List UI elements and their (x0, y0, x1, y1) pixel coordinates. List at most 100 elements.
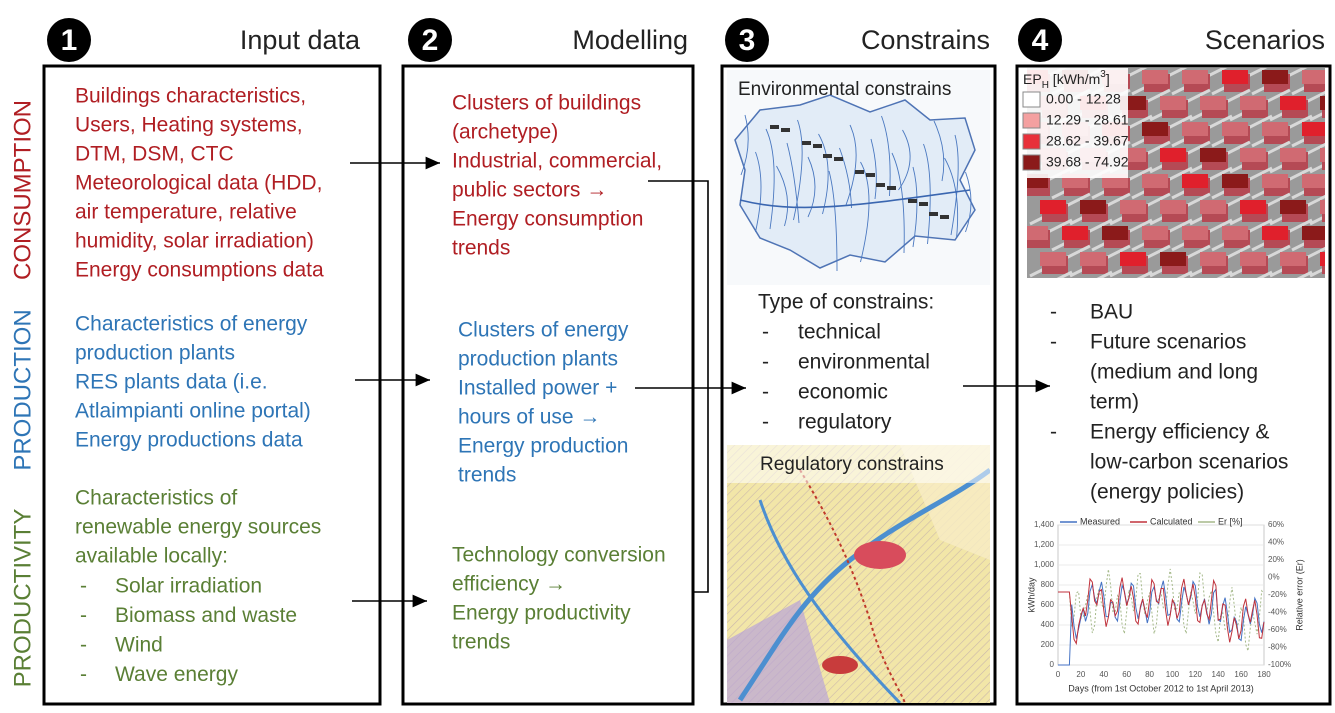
street (1309, 162, 1325, 174)
label: air temperature, relative (75, 201, 297, 224)
legend-swatch (1022, 91, 1041, 108)
town (802, 141, 811, 145)
map-group (727, 445, 990, 703)
label: Installed power + (458, 377, 617, 400)
label: 39.68 - 74.92 (1046, 154, 1129, 170)
label: BAU (1090, 301, 1133, 324)
river (807, 156, 816, 218)
label: technical (798, 321, 881, 344)
building (1160, 148, 1186, 162)
label: Energy consumptions data (75, 259, 324, 282)
label: trends (452, 237, 510, 260)
label: Energy production (458, 435, 628, 458)
river (737, 467, 990, 702)
building (1182, 226, 1208, 240)
label: Meteorological data (HDD, (75, 172, 322, 195)
label: Constrains (861, 25, 990, 55)
label: - (762, 411, 769, 434)
label: 200 (1041, 640, 1055, 649)
building (1302, 226, 1325, 240)
legend-swatch (1022, 133, 1041, 150)
building (1200, 148, 1226, 162)
river (739, 189, 971, 209)
label: term) (1090, 391, 1139, 414)
label: -80% (1268, 643, 1287, 652)
building (1280, 252, 1306, 266)
building (1320, 96, 1325, 110)
building (1262, 278, 1288, 292)
label: (archetype) (452, 121, 558, 144)
label: trends (452, 631, 510, 654)
building (1040, 252, 1066, 266)
label: Measured (1080, 516, 1120, 526)
label: Characteristics of (75, 487, 237, 510)
label: Future scenarios (1090, 331, 1246, 354)
toolbar (727, 445, 990, 483)
label: 0 (1056, 670, 1061, 679)
column-box (720, 64, 997, 706)
river (860, 161, 870, 263)
building (1200, 96, 1226, 110)
label: Er [%] (1218, 516, 1243, 526)
label: Biomass and waste (115, 604, 297, 627)
building (1080, 252, 1106, 266)
label: 0% (1268, 573, 1280, 582)
river (758, 499, 902, 703)
building (1200, 200, 1226, 214)
label: Clusters of energy (458, 319, 629, 342)
building (1200, 252, 1226, 266)
building-side (1264, 282, 1290, 300)
street (1136, 270, 1153, 278)
building (1120, 200, 1146, 214)
town (908, 199, 917, 203)
label: - (80, 663, 87, 686)
label: DTM, DSM, CTC (75, 143, 234, 166)
label: Clusters of buildings (452, 92, 641, 115)
label: Regulatory constrains (760, 454, 944, 475)
river (898, 129, 911, 191)
label: low-carbon scenarios (1090, 451, 1288, 474)
street (1309, 266, 1325, 278)
building (1320, 200, 1325, 214)
building (1280, 96, 1306, 110)
legend-title-part: H (1042, 80, 1049, 91)
building (1302, 122, 1325, 136)
label: 20% (1268, 555, 1284, 564)
town (855, 170, 864, 174)
boxes (42, 64, 1332, 706)
label: -40% (1268, 608, 1287, 617)
label: public sectors → (452, 179, 607, 202)
label: efficiency → (452, 573, 566, 596)
building (1222, 278, 1248, 292)
label: (energy policies) (1090, 481, 1244, 504)
label: - (762, 381, 769, 404)
label: 60% (1268, 520, 1284, 529)
town (866, 173, 875, 177)
label: -60% (1268, 625, 1287, 634)
town (823, 154, 832, 158)
building (1302, 174, 1325, 188)
label: Calculated (1150, 516, 1193, 526)
label: Modelling (572, 25, 688, 55)
label: 600 (1041, 600, 1055, 609)
label: 80 (1145, 670, 1154, 679)
legend-title: EPH [kWh/m3] (1023, 69, 1110, 91)
label: 100 (1166, 670, 1180, 679)
building (1062, 226, 1088, 240)
river (765, 128, 775, 230)
label: Solar irradiation (115, 575, 262, 598)
label: humidity, solar irradiation) (75, 230, 314, 253)
river (776, 165, 789, 227)
building (1280, 200, 1306, 214)
label: Input data (240, 25, 361, 55)
step-badge (408, 18, 452, 62)
step-badge (47, 18, 91, 62)
legend-title-part: 3 (1100, 69, 1106, 80)
building (1262, 226, 1288, 240)
river (793, 119, 803, 221)
label: -20% (1268, 590, 1287, 599)
label: Energy efficiency & (1090, 421, 1269, 444)
street (1309, 214, 1325, 226)
label: renewable energy sources (75, 516, 321, 539)
building (1280, 148, 1306, 162)
